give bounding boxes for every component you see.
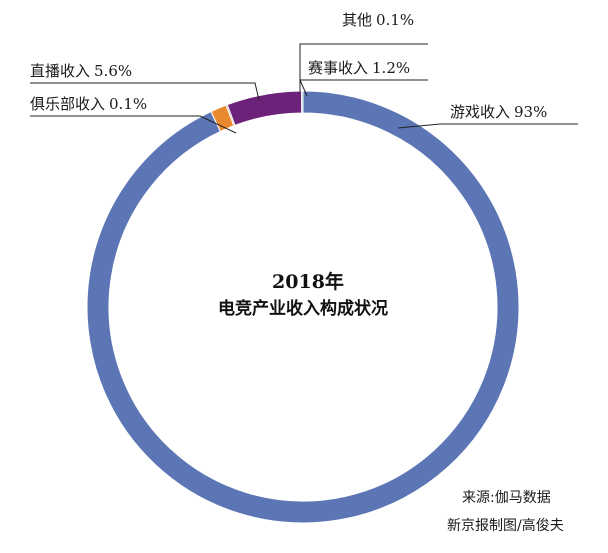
leader-line-game xyxy=(397,123,578,129)
donut-slices xyxy=(86,90,520,524)
leader-line-events xyxy=(299,79,428,97)
label-game: 游戏收入 93% xyxy=(450,103,547,121)
slice-club xyxy=(301,90,304,114)
label-events: 赛事收入 1.2% xyxy=(308,59,410,77)
slice-game xyxy=(86,90,520,524)
label-club: 俱乐部收入 0.1% xyxy=(30,95,147,113)
credit-line: 新京报制图/高俊夫 xyxy=(447,517,564,534)
slice-live xyxy=(226,90,303,126)
chart-title: 2018年 xyxy=(272,270,344,293)
leader-line-live xyxy=(30,82,260,101)
leader-lines xyxy=(30,43,578,134)
leader-line-other xyxy=(299,43,428,92)
label-live: 直播收入 5.6% xyxy=(30,62,132,80)
source-line: 来源:伽马数据 xyxy=(462,490,551,506)
leader-line-club xyxy=(30,115,237,134)
label-other: 其他 0.1% xyxy=(342,11,414,29)
chart-subtitle: 电竞产业收入构成状况 xyxy=(218,298,388,319)
